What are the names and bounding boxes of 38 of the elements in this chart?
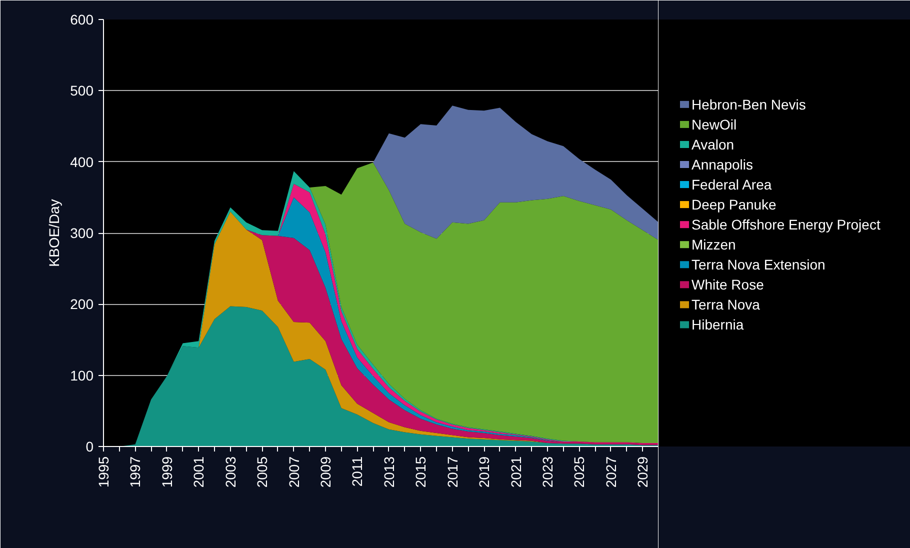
x-tick-label: 2029 <box>634 456 651 488</box>
x-tick-label: 2019 <box>476 456 492 488</box>
x-tick-label: 2011 <box>349 456 366 487</box>
y-tick-label: 200 <box>70 296 94 312</box>
y-tick-label: 400 <box>70 154 94 170</box>
x-tick-label: 2013 <box>380 456 397 488</box>
y-tick-label: 100 <box>70 367 94 384</box>
x-tick-label: 2001 <box>190 456 207 488</box>
y-tick-label: 500 <box>70 82 94 99</box>
x-tick-label: 2003 <box>222 456 238 488</box>
legend-label: Annapolis <box>692 156 753 173</box>
x-tick-label: 2021 <box>508 456 524 488</box>
x-tick-label: 2009 <box>318 456 334 488</box>
x-tick-label: 2027 <box>602 456 619 488</box>
legend-label: Deep Panuke <box>692 196 777 213</box>
y-tick-label: 0 <box>86 438 94 454</box>
legend-label: Hibernia <box>692 316 744 333</box>
x-tick-label: 2005 <box>254 456 270 488</box>
y-axis-title: KBOE/Day <box>46 199 62 267</box>
legend-label: White Rose <box>692 276 764 293</box>
legend-label: NewOil <box>692 116 737 132</box>
x-tick-label: 2017 <box>444 456 460 488</box>
legend-label: Mizzen <box>692 236 736 253</box>
x-tick-label: 2007 <box>286 456 302 488</box>
legend-label: Federal Area <box>692 176 772 193</box>
legend-label: Sable Offshore Energy Project <box>692 216 880 233</box>
legend-label: Hebron-Ben Nevis <box>692 96 806 112</box>
x-tick-label: 1995 <box>96 456 112 488</box>
y-tick-label: 300 <box>70 225 94 241</box>
x-tick-label: 1997 <box>127 456 144 488</box>
x-tick-label: 2015 <box>412 456 429 488</box>
legend-label: Avalon <box>692 136 734 152</box>
y-tick-label: 600 <box>70 12 94 28</box>
legend-label: Terra Nova <box>692 296 760 313</box>
legend-label: Terra Nova Extension <box>692 256 826 273</box>
x-tick-label: 2023 <box>540 456 556 488</box>
x-tick-label: 2025 <box>571 456 588 488</box>
x-tick-label: 1999 <box>158 456 175 488</box>
